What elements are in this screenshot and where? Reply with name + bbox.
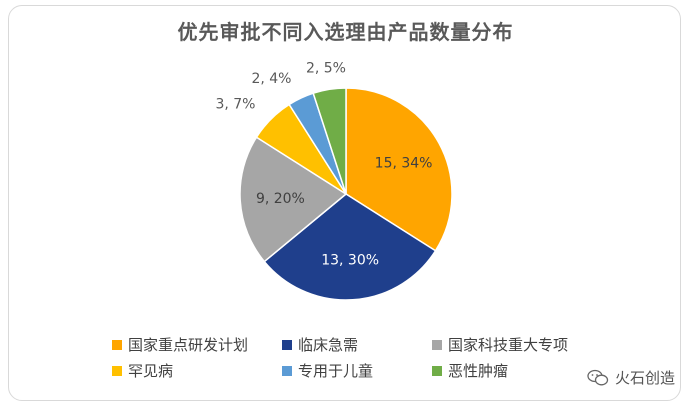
- data-label-0: 15, 34%: [375, 155, 433, 171]
- legend-item-1: 临床急需: [282, 334, 358, 355]
- data-label-2: 9, 20%: [256, 191, 305, 207]
- legend-label: 国家重点研发计划: [128, 336, 249, 354]
- legend-label: 国家科技重大专项: [448, 336, 569, 354]
- legend-swatch: [282, 339, 292, 350]
- chart-title: 优先审批不同入选理由产品数量分布: [177, 20, 514, 44]
- legend-label: 专用于儿童: [298, 362, 374, 380]
- legend-item-2: 国家科技重大专项: [432, 334, 568, 355]
- legend-swatch: [112, 339, 122, 350]
- legend-item-0: 国家重点研发计划: [112, 334, 248, 355]
- legend-label: 临床急需: [298, 336, 359, 354]
- pie-slice-5: [312, 87, 347, 195]
- legend-swatch: [432, 339, 442, 350]
- wechat-icon: [587, 369, 609, 385]
- watermark: 火石创造: [587, 367, 675, 388]
- legend-item-3: 罕见病: [112, 360, 173, 381]
- legend-swatch: [112, 365, 122, 376]
- legend-label: 恶性肿瘤: [448, 362, 509, 380]
- data-label-5: 2, 5%: [306, 61, 346, 77]
- legend-swatch: [432, 365, 442, 376]
- pie-slice-2: [239, 136, 348, 263]
- watermark-text: 火石创造: [614, 369, 675, 387]
- data-label-1: 13, 30%: [321, 253, 379, 269]
- legend-label: 罕见病: [128, 362, 174, 380]
- data-label-3: 3, 7%: [215, 96, 255, 112]
- pie-slice-1: [263, 193, 437, 301]
- data-label-4: 2, 4%: [251, 71, 291, 87]
- legend-swatch: [282, 365, 292, 376]
- legend-item-5: 恶性肿瘤: [432, 360, 508, 381]
- legend-item-4: 专用于儿童: [282, 360, 373, 381]
